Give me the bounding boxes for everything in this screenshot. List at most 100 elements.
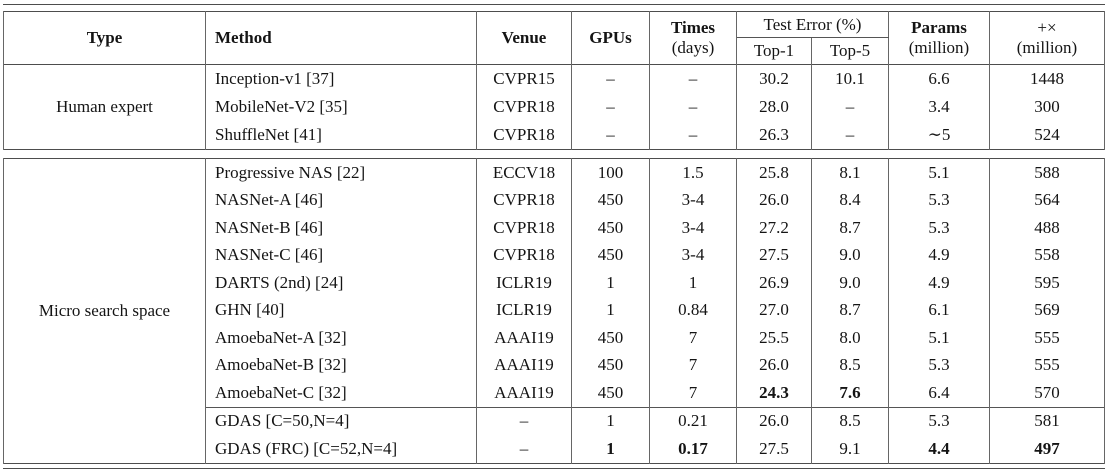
cell-venue: ICLR19: [476, 269, 572, 297]
top-double-rule-line: [3, 4, 1105, 5]
cell-top5: 8.4: [811, 186, 889, 214]
cell-top5: 8.5: [811, 351, 889, 379]
cell-flops: 300: [989, 93, 1105, 121]
cell-times: 0.17: [649, 435, 737, 463]
col-header-params-label: Params: [911, 18, 967, 37]
cell-method: GDAS (FRC) [C=52,N=4]: [205, 435, 477, 463]
cell-venue: –: [476, 406, 572, 435]
cell-method: NASNet-B [46]: [205, 214, 477, 242]
cell-top1: 25.8: [736, 158, 812, 187]
cell-top1: 24.3: [736, 379, 812, 407]
header-row-1: Type Method Venue GPUs Times (days) Test…: [3, 11, 1105, 65]
cell-top5: 9.0: [811, 241, 889, 269]
cell-times: 7: [649, 351, 737, 379]
col-header-times: Times (days): [649, 11, 737, 65]
cell-top5: 8.7: [811, 296, 889, 324]
cell-method: Progressive NAS [22]: [205, 158, 477, 187]
cell-params: 5.3: [888, 214, 990, 242]
col-header-method: Method: [205, 11, 477, 65]
cell-top1: 27.0: [736, 296, 812, 324]
cell-params: 5.1: [888, 158, 990, 187]
cell-gpus: 450: [571, 186, 650, 214]
cell-gpus: –: [571, 64, 650, 93]
cell-venue: CVPR18: [476, 93, 572, 121]
cell-params: 6.4: [888, 379, 990, 407]
cell-venue: CVPR18: [476, 121, 572, 150]
cell-gpus: 450: [571, 379, 650, 407]
table-row: GDAS [C=50,N=4] – 1 0.21 26.0 8.5 5.3 58…: [4, 406, 1105, 435]
cell-method: ShuffleNet [41]: [205, 121, 477, 150]
cell-method: AmoebaNet-A [32]: [205, 324, 477, 352]
cell-top5: 8.1: [811, 158, 889, 187]
cell-top5: 9.0: [811, 269, 889, 297]
table-row: DARTS (2nd) [24] ICLR19 1 1 26.9 9.0 4.9…: [4, 269, 1105, 297]
cell-top5: 7.6: [811, 379, 889, 407]
results-table-header-and-human-expert: Type Method Venue GPUs Times (days) Test…: [3, 11, 1105, 150]
cell-venue: CVPR15: [476, 64, 572, 93]
cell-venue: CVPR18: [476, 214, 572, 242]
cell-flops: 558: [989, 241, 1105, 269]
cell-flops: 581: [989, 406, 1105, 435]
cell-times: –: [649, 93, 737, 121]
table-row: AmoebaNet-A [32] AAAI19 450 7 25.5 8.0 5…: [4, 324, 1105, 352]
cell-gpus: 100: [571, 158, 650, 187]
cell-venue: ECCV18: [476, 158, 572, 187]
cell-params: 5.1: [888, 324, 990, 352]
cell-top1: 25.5: [736, 324, 812, 352]
col-header-venue: Venue: [476, 11, 572, 65]
table-row: GHN [40] ICLR19 1 0.84 27.0 8.7 6.1 569: [4, 296, 1105, 324]
cell-top1: 27.5: [736, 241, 812, 269]
cell-params: 6.1: [888, 296, 990, 324]
cell-top5: 8.7: [811, 214, 889, 242]
cell-top1: 28.0: [736, 93, 812, 121]
cell-times: –: [649, 64, 737, 93]
table-row: NASNet-A [46] CVPR18 450 3-4 26.0 8.4 5.…: [4, 186, 1105, 214]
cell-times: 7: [649, 324, 737, 352]
cell-times: 3-4: [649, 241, 737, 269]
cell-params: 6.6: [888, 64, 990, 93]
cell-top5: 8.0: [811, 324, 889, 352]
cell-params: 4.9: [888, 269, 990, 297]
cell-method: AmoebaNet-C [32]: [205, 379, 477, 407]
cell-flops: 588: [989, 158, 1105, 187]
cell-flops: 570: [989, 379, 1105, 407]
cell-params: 5.3: [888, 406, 990, 435]
cell-flops: 555: [989, 324, 1105, 352]
cell-gpus: 1: [571, 269, 650, 297]
col-header-times-label: Times: [670, 18, 716, 37]
col-header-flops-unit: (million): [1016, 38, 1078, 57]
section-divider-gap: [0, 150, 1108, 158]
header-row-2: Top-1 Top-5: [4, 37, 1105, 65]
cell-method: NASNet-C [46]: [205, 241, 477, 269]
table-row: Human expert Inception-v1 [37] CVPR15 – …: [3, 64, 1105, 150]
col-header-type: Type: [3, 11, 206, 65]
cell-flops: 488: [989, 214, 1105, 242]
col-header-flops-label: +×: [1037, 18, 1057, 37]
cell-flops: 1448: [989, 64, 1105, 93]
cell-times: 3-4: [649, 214, 737, 242]
cell-method: AmoebaNet-B [32]: [205, 351, 477, 379]
cell-params: 4.4: [888, 435, 990, 463]
cell-top1: 26.0: [736, 186, 812, 214]
cell-flops: 595: [989, 269, 1105, 297]
table-header: Type Method Venue GPUs Times (days) Test…: [3, 11, 1105, 65]
group-type-label: Micro search space: [3, 158, 206, 463]
group-micro-search-space: Micro search space Progressive NAS [22] …: [3, 158, 1105, 463]
col-header-top1: Top-1: [736, 37, 812, 65]
cell-times: –: [649, 121, 737, 150]
table-row: Micro search space Progressive NAS [22] …: [3, 158, 1105, 463]
cell-flops: 555: [989, 351, 1105, 379]
table-row: NASNet-C [46] CVPR18 450 3-4 27.5 9.0 4.…: [4, 241, 1105, 269]
cell-top5: 10.1: [811, 64, 889, 93]
results-table-micro-search-space: Micro search space Progressive NAS [22] …: [3, 158, 1105, 464]
group-type-label: Human expert: [3, 64, 206, 150]
cell-top1: 26.0: [736, 406, 812, 435]
col-header-flops: +× (million): [989, 11, 1105, 65]
cell-params: 5.3: [888, 351, 990, 379]
cell-top5: –: [811, 93, 889, 121]
cell-params: 5.3: [888, 186, 990, 214]
cell-params: 4.9: [888, 241, 990, 269]
cell-method: Inception-v1 [37]: [205, 64, 477, 93]
cell-method: DARTS (2nd) [24]: [205, 269, 477, 297]
col-header-times-unit: (days): [671, 38, 715, 57]
